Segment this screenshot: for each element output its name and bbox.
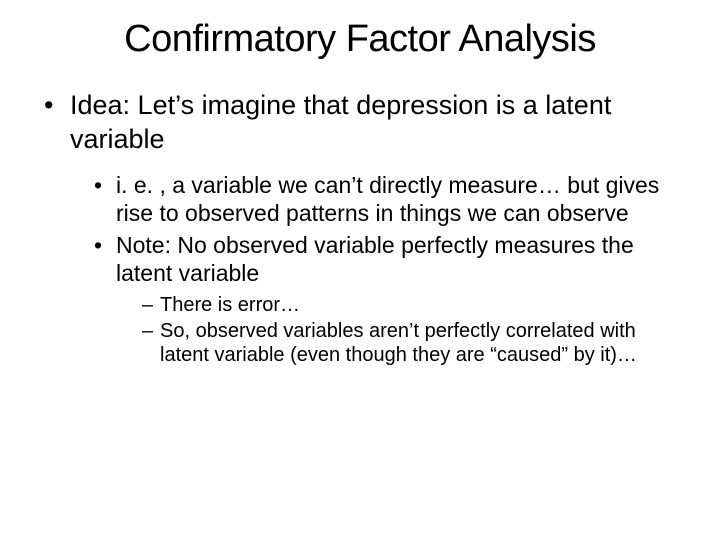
bullet-text: Note: No observed variable perfectly mea… — [116, 232, 634, 286]
bullet-text: There is error… — [160, 294, 300, 316]
bullet-text: i. e. , a variable we can’t directly mea… — [116, 172, 659, 226]
bullet-text: Idea: Let’s imagine that depression is a… — [70, 90, 611, 154]
list-item: There is error… — [142, 293, 690, 317]
slide-title: Confirmatory Factor Analysis — [30, 18, 690, 61]
bullet-list-level3: There is error… So, observed variables a… — [116, 293, 690, 368]
list-item: Idea: Let’s imagine that depression is a… — [44, 89, 690, 368]
list-item: Note: No observed variable perfectly mea… — [94, 231, 690, 368]
bullet-list-level2: i. e. , a variable we can’t directly mea… — [70, 171, 690, 368]
bullet-list-level1: Idea: Let’s imagine that depression is a… — [30, 89, 690, 368]
bullet-text: So, observed variables aren’t perfectly … — [160, 320, 637, 366]
list-item: i. e. , a variable we can’t directly mea… — [94, 171, 690, 227]
list-item: So, observed variables aren’t perfectly … — [142, 319, 690, 368]
slide: Confirmatory Factor Analysis Idea: Let’s… — [0, 0, 720, 540]
